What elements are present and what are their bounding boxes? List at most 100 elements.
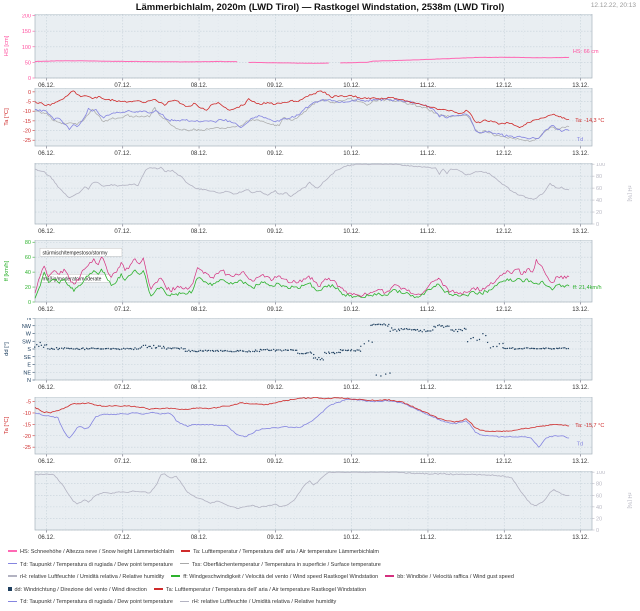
- x-tick-label: 08.12.: [191, 151, 208, 157]
- x-tick-label: 06.12.: [38, 307, 55, 313]
- y-tick-label: N: [27, 378, 31, 384]
- annotation-label: Td: [577, 442, 583, 448]
- y-tick-label: 150: [22, 29, 31, 35]
- chart-humidity-rastkogel: 06.12. 07.12. 08.12. 09.12. 10.12. 11.12. 12.1…: [34, 471, 632, 541]
- y-tick-label: -15: [23, 422, 31, 428]
- x-tick-label: 11.12.: [420, 307, 437, 313]
- x-tick-label: 08.12.: [191, 83, 208, 89]
- legend: HS: Schneehöhe / Altezza neve / Snow hei…: [8, 546, 638, 609]
- y-tick-label: 60: [596, 493, 602, 499]
- y-axis-title: Ta [°C]: [4, 108, 10, 126]
- legend-entry: ff: Windgeschwindigkeit / Velocità del v…: [171, 571, 378, 584]
- legend-line-marker: [153, 588, 163, 590]
- x-tick-label: 11.12.: [420, 151, 437, 157]
- legend-entry: rH: relative Luftfeuchte / Umidità relat…: [179, 596, 337, 609]
- x-tick-label: 10.12.: [343, 535, 360, 541]
- x-tick-label: 06.12.: [38, 151, 55, 157]
- threshold-label: stürmisch/tempestoso/stormy: [43, 250, 109, 256]
- y-axis-title: rH [%]: [626, 492, 632, 508]
- legend-text: rH: relative Luftfeuchte / Umidità relat…: [191, 599, 337, 606]
- y-tick-label: 200: [22, 14, 31, 20]
- x-tick-label: 13.12.: [572, 151, 589, 157]
- y-tick-label: 60: [25, 255, 31, 261]
- y-tick-label: 40: [596, 198, 602, 204]
- y-axis-title: dd [°]: [4, 342, 10, 356]
- x-tick-label: 09.12.: [267, 385, 284, 391]
- y-tick-label: -5: [26, 100, 31, 106]
- x-tick-label: 06.12.: [38, 459, 55, 465]
- y-tick-label: 100: [596, 163, 605, 168]
- x-tick-label: 12.12.: [496, 535, 513, 541]
- series-bb: [34, 256, 570, 297]
- y-tick-label: 20: [596, 210, 602, 216]
- series-Ta: [34, 90, 570, 128]
- legend-line-marker: [385, 575, 395, 578]
- x-tick-label: 11.12.: [420, 459, 437, 465]
- y-tick-label: 80: [25, 240, 31, 246]
- x-tick-label: 10.12.: [343, 83, 360, 89]
- legend-row: dd: Windrichtung / Direzione del vento /…: [8, 584, 638, 597]
- y-tick-label: 80: [596, 482, 602, 488]
- y-axis-title: rH [%]: [626, 185, 632, 201]
- x-tick-label: 06.12.: [38, 83, 55, 89]
- y-tick-label: W: [26, 332, 32, 338]
- x-tick-label: 12.12.: [496, 83, 513, 89]
- series-Ta: [34, 397, 570, 432]
- y-tick-label: 100: [596, 471, 605, 476]
- y-tick-label: -15: [23, 119, 31, 125]
- legend-line-marker: [179, 600, 189, 603]
- legend-line-marker: [181, 550, 191, 552]
- x-tick-label: 12.12.: [496, 459, 513, 465]
- y-tick-label: -20: [23, 129, 31, 135]
- annotation-label: Ta: -15,7 °C: [575, 423, 604, 429]
- y-tick-label: 20: [596, 516, 602, 522]
- y-tick-label: 20: [25, 285, 31, 291]
- legend-entry: Ta: Lufttemperatur / Temperatura dell' a…: [153, 584, 366, 597]
- legend-text: ff: Windgeschwindigkeit / Velocità del v…: [183, 574, 379, 581]
- x-tick-label: 13.12.: [572, 307, 589, 313]
- scatter-dd: [34, 323, 569, 377]
- y-tick-label: 40: [25, 270, 31, 276]
- x-tick-label: 07.12.: [114, 385, 131, 391]
- legend-row: HS: Schneehöhe / Altezza neve / Snow hei…: [8, 546, 638, 559]
- x-tick-label: 07.12.: [114, 535, 131, 541]
- y-axis-title: ff [km/h]: [4, 260, 10, 281]
- y-axis-title: Ta [°C]: [4, 416, 10, 434]
- legend-text: Ta: Lufttemperatur / Temperatura dell' a…: [193, 549, 379, 555]
- x-tick-label: 07.12.: [114, 459, 131, 465]
- x-tick-label: 06.12.: [38, 229, 55, 235]
- x-tick-label: 08.12.: [191, 459, 208, 465]
- x-tick-label: 13.12.: [572, 385, 589, 391]
- x-tick-label: 08.12.: [191, 229, 208, 235]
- legend-entry: Ta: Lufttemperatur / Temperatura dell' a…: [181, 546, 379, 559]
- x-tick-label: 12.12.: [496, 151, 513, 157]
- legend-text: HS: Schneehöhe / Altezza neve / Snow hei…: [20, 549, 175, 555]
- annotation-label: Td: [577, 137, 583, 143]
- legend-row: rH: relative Luftfeuchte / Umidità relat…: [8, 571, 638, 584]
- legend-text: Tss: Oberflächentemperatur / Temperatura…: [191, 561, 381, 568]
- series-HS: [35, 56, 570, 64]
- x-tick-label: 09.12.: [267, 535, 284, 541]
- chart-humidity-laemmerbichlalm: 06.12. 07.12. 08.12. 09.12. 10.12. 11.12. 12.1…: [34, 163, 632, 235]
- x-tick-label: 09.12.: [267, 229, 284, 235]
- legend-line-marker: [171, 575, 181, 578]
- y-tick-label: NE: [23, 370, 31, 376]
- x-tick-label: 13.12.: [572, 229, 589, 235]
- y-tick-label: 80: [596, 174, 602, 180]
- legend-square-marker: [8, 587, 12, 591]
- x-tick-label: 07.12.: [114, 307, 131, 313]
- x-tick-label: 11.12.: [420, 385, 437, 391]
- x-tick-label: 10.12.: [343, 459, 360, 465]
- x-tick-label: 11.12.: [420, 229, 437, 235]
- legend-entry: Tss: Oberflächentemperatur / Temperatura…: [179, 559, 381, 572]
- x-tick-label: 09.12.: [267, 151, 284, 157]
- series-Td: [34, 98, 570, 140]
- legend-text: Td: Taupunkt / Temperatura di rugiada / …: [20, 599, 173, 606]
- annotation-label: ff: 21,4km/h: [573, 285, 602, 291]
- y-tick-label: 0: [28, 76, 31, 82]
- legend-row: Td: Taupunkt / Temperatura di rugiada / …: [8, 596, 638, 609]
- annotation-label: Ta: -14,3 °C: [575, 118, 604, 124]
- y-tick-label: SE: [24, 355, 32, 361]
- x-tick-label: 08.12.: [191, 385, 208, 391]
